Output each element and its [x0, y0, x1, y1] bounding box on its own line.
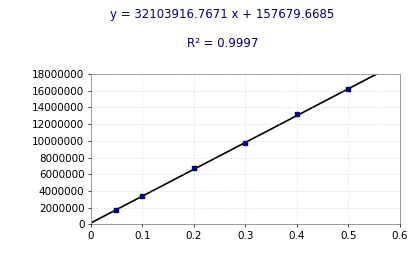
Point	[242, 141, 248, 145]
Point	[139, 194, 145, 199]
Text: y = 32103916.7671 x + 157679.6685: y = 32103916.7671 x + 157679.6685	[110, 8, 335, 21]
Point	[113, 208, 119, 212]
Text: R² = 0.9997: R² = 0.9997	[187, 37, 258, 50]
Point	[293, 112, 300, 116]
Point	[345, 87, 351, 91]
Point	[190, 166, 197, 171]
